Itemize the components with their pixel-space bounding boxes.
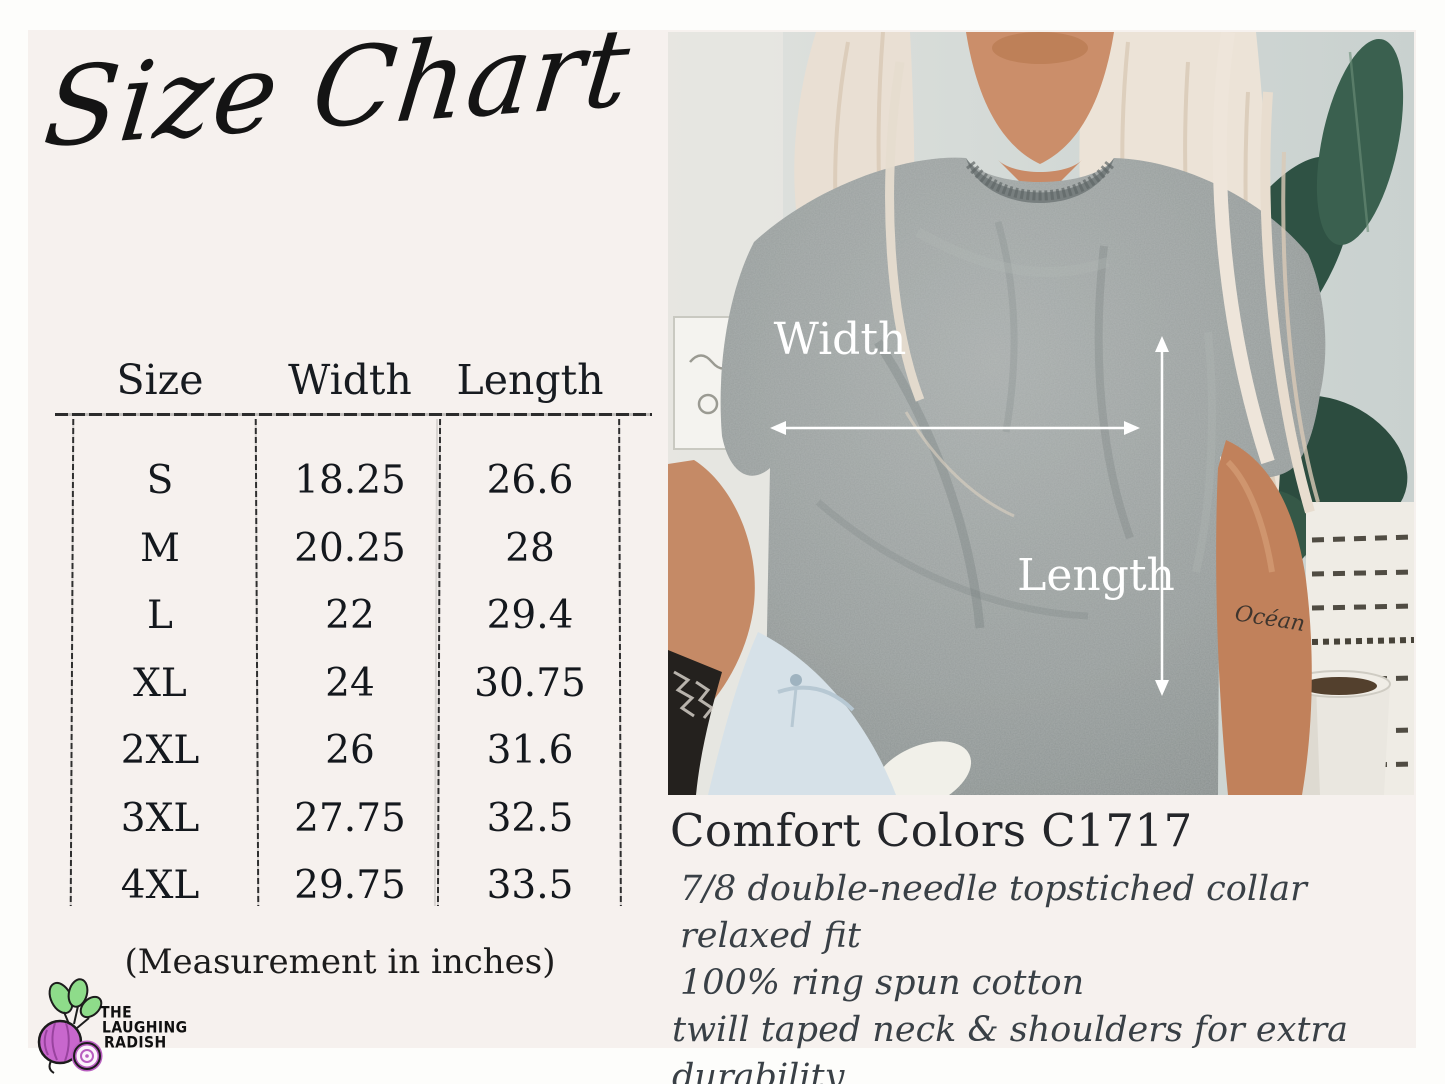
size-table-header: Size Width Length [60, 356, 620, 404]
cell-width: 18.25 [294, 458, 406, 504]
brand-logo: THE LAUGHING RADISH [34, 976, 188, 1076]
cell-length: 31.6 [486, 728, 574, 774]
cell-width: 27.75 [294, 795, 406, 841]
product-photo: Océan Width Length [668, 32, 1414, 795]
cell-length: 32.5 [486, 795, 574, 841]
cell-width: 29.75 [294, 863, 406, 909]
detail-tape: twill taped neck & shoulders for extra d… [672, 1010, 1349, 1084]
header-size: Size [116, 356, 204, 404]
cell-width: 20.25 [294, 525, 406, 571]
model-neck [966, 32, 1114, 202]
radish-icon [37, 978, 103, 1074]
logo-line-radish: RADISH [104, 1033, 167, 1052]
cell-size: 2XL [120, 728, 200, 774]
rug [668, 650, 722, 795]
width-arrow [770, 421, 1140, 435]
cell-length: 33.5 [486, 863, 574, 909]
cell-length: 29.4 [486, 593, 574, 639]
cell-length: 26.6 [486, 458, 574, 504]
size-table: S 18.25 26.6 M 20.25 28 L 22 29.4 XL 24 … [60, 447, 620, 920]
detail-fit: relaxed fit [680, 916, 861, 956]
tshirt-collar [966, 158, 1114, 203]
cell-size: 3XL [120, 795, 200, 841]
jeans [708, 632, 896, 795]
length-arrow [1155, 336, 1169, 696]
header-width: Width [288, 356, 412, 404]
logo-line-the: THE [100, 1003, 133, 1023]
length-annotation: Length [1017, 336, 1175, 696]
cell-width: 26 [325, 728, 375, 774]
cell-size: S [146, 458, 174, 504]
length-label: Length [1017, 550, 1175, 601]
product-name: Comfort Colors C1717 [670, 804, 1193, 857]
cell-length: 28 [505, 525, 555, 571]
header-length: Length [456, 356, 604, 404]
detail-collar: 7/8 double-needle topstiched collar [680, 869, 1307, 909]
cell-size: XL [133, 660, 187, 706]
cell-width: 24 [325, 660, 375, 706]
product-details: 7/8 double-needle topstiched collar rela… [672, 866, 1440, 1084]
cell-size: M [140, 525, 180, 571]
table-top-rule [55, 413, 652, 416]
tshirt [720, 157, 1326, 795]
detail-cotton: 100% ring spun cotton [680, 963, 1085, 1003]
logo-line-laughing: LAUGHING [102, 1018, 188, 1038]
cell-length: 30.75 [474, 660, 586, 706]
model-arms [668, 440, 1312, 795]
shoe [872, 741, 972, 795]
cell-width: 22 [325, 593, 375, 639]
brand-logo-text: THE LAUGHING RADISH [100, 1003, 188, 1052]
measurement-note: (Measurement in inches) [124, 942, 556, 982]
cell-size: 4XL [120, 863, 200, 909]
width-label: Width [774, 314, 907, 365]
width-annotation: Width [770, 314, 1140, 435]
cell-size: L [147, 593, 173, 639]
model-hair-front [885, 32, 1320, 518]
